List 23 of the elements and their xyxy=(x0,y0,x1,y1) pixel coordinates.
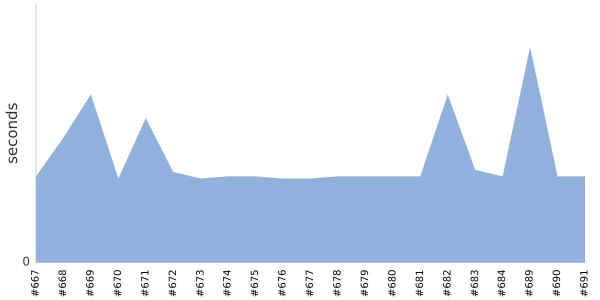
x-tick-label: #681 xyxy=(414,270,426,298)
x-tick-label: #673 xyxy=(195,270,206,298)
x-tick-label: #667 xyxy=(30,270,42,298)
x-tick-label: #684 xyxy=(497,270,508,298)
text: 0 xyxy=(22,254,30,269)
x-tick-label: #669 xyxy=(85,270,96,298)
x-tick-label: #677 xyxy=(305,270,316,298)
x-tick-label: #674 xyxy=(222,270,234,298)
x-tick-label: #671 xyxy=(140,270,152,298)
y-axis-title: seconds xyxy=(2,102,21,164)
x-tick-label: #668 xyxy=(58,270,70,298)
x-tick-label: #682 xyxy=(442,270,454,298)
x-tick-label: #678 xyxy=(332,270,344,298)
x-tick-label: #679 xyxy=(360,270,371,298)
x-tick-label: #672 xyxy=(168,270,179,298)
x-tick-label: #683 xyxy=(470,270,481,298)
x-tick-label: #676 xyxy=(278,270,289,298)
x-tick-label: #680 xyxy=(387,270,398,298)
x-tick-label: #689 xyxy=(524,270,536,298)
x-tick-label: #670 xyxy=(112,270,124,298)
x-tick-label: #690 xyxy=(552,270,564,298)
x-tick-label: #675 xyxy=(250,270,262,298)
x-tick-label: #691 xyxy=(580,270,591,298)
